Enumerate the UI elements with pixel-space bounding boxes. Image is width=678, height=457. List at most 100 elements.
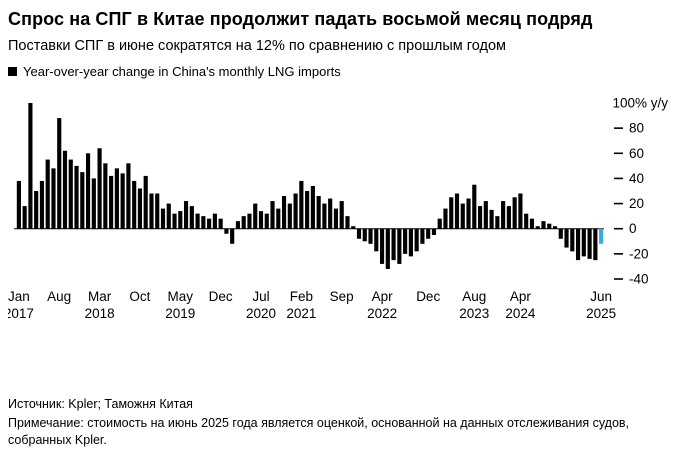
bar (178, 211, 183, 229)
bar (529, 218, 535, 229)
bar (132, 180, 137, 229)
bar (97, 148, 102, 229)
source-line: Источник: Kpler; Таможня Китая (8, 397, 193, 412)
x-tick-year: 2019 (165, 306, 195, 321)
bar (506, 206, 511, 229)
bar (408, 228, 413, 257)
bar (431, 228, 437, 236)
x-tick-month: Sep (330, 289, 354, 304)
x-tick-month: Feb (290, 289, 313, 304)
chart-footer: Источник: Kpler; Таможня Китая Примечани… (8, 396, 670, 449)
bar (541, 221, 546, 229)
x-tick-month: Dec (416, 289, 440, 304)
bar (524, 213, 529, 229)
bar (552, 226, 558, 229)
bar (39, 180, 45, 229)
bar (351, 226, 356, 229)
y-tick-label: 60 (629, 146, 644, 161)
y-tick-label: 0 (629, 221, 637, 236)
bar (379, 228, 385, 264)
bar (195, 213, 200, 229)
bar (477, 206, 483, 229)
bar (34, 191, 39, 229)
bar (443, 208, 448, 229)
bar (201, 216, 206, 229)
bar (109, 175, 114, 229)
bar (103, 163, 108, 229)
y-axis-unit-label: 100% y/y (612, 96, 668, 111)
bar (339, 201, 344, 229)
bar (575, 228, 581, 261)
bar (512, 197, 517, 229)
y-tick-label: -40 (629, 272, 649, 287)
bar (149, 193, 154, 229)
bar (212, 213, 217, 229)
bar (558, 228, 563, 239)
bar (460, 203, 465, 229)
bar (281, 196, 287, 229)
bar (362, 228, 367, 242)
bar (305, 191, 310, 229)
bar (51, 168, 56, 229)
lng-imports-bar-chart-svg: 80 60 40 20 0 -20 -40 100% y/y Jan 2017 Aug Mar 2018… (4, 96, 668, 322)
bar (472, 184, 477, 229)
x-tick-month: May (168, 289, 194, 304)
bar (114, 168, 119, 229)
x-tick-month: Aug (47, 289, 71, 304)
bar (270, 201, 275, 229)
bar (581, 228, 586, 257)
bar (155, 193, 160, 229)
bar (183, 201, 189, 229)
x-tick-year: 2017 (8, 306, 34, 321)
x-tick-year: 2025 (586, 306, 616, 321)
bar (22, 206, 27, 229)
bar (28, 103, 33, 229)
page-subtitle: Поставки СПГ в июне сократятся на 12% по… (8, 38, 507, 55)
bar (258, 211, 264, 229)
bar (126, 163, 131, 229)
bar (495, 216, 500, 229)
bar (189, 206, 194, 229)
bar (570, 228, 575, 252)
bar-chart: 80 60 40 20 0 -20 -40 100% y/y Jan 2017 Aug Mar 2018… (4, 83, 670, 325)
bar (80, 172, 85, 229)
x-tick-month: Mar (88, 289, 112, 304)
bar (293, 193, 298, 229)
bar (137, 188, 143, 229)
bar (276, 208, 281, 229)
note-line: Примечание: стоимость на июнь 2025 года … (8, 416, 630, 448)
bar (535, 226, 540, 229)
y-tick-label: 40 (629, 171, 644, 186)
y-tick-label: -20 (629, 246, 649, 261)
bar (414, 228, 419, 252)
bar (391, 228, 396, 261)
page-title: Спрос на СПГ в Китае продолжит падать во… (8, 9, 593, 29)
bar (426, 228, 431, 239)
bar (224, 228, 229, 234)
bar (16, 180, 21, 229)
bar (62, 150, 68, 229)
y-tick-label: 20 (629, 196, 644, 211)
x-tick-month: Jul (252, 289, 269, 304)
x-tick-year: 2018 (85, 306, 115, 321)
bar (74, 165, 79, 229)
bar (547, 223, 552, 229)
bar (316, 196, 321, 229)
bar (420, 228, 425, 244)
bar (599, 228, 604, 244)
legend-label: Year-over-year change in China's monthly… (23, 64, 341, 80)
x-tick-year: 2023 (459, 306, 489, 321)
bar (120, 173, 125, 229)
bar (264, 213, 269, 229)
bar (247, 213, 252, 229)
bar (322, 203, 327, 229)
bar (403, 228, 408, 254)
chart-legend: Year-over-year change in China's monthly… (8, 64, 670, 79)
bar (466, 198, 471, 229)
bar (310, 186, 315, 229)
x-tick-month: Aug (462, 289, 486, 304)
x-tick-year: 2024 (505, 306, 536, 321)
x-tick-month: Jan (8, 289, 30, 304)
bar (356, 228, 362, 239)
bar (45, 159, 50, 229)
